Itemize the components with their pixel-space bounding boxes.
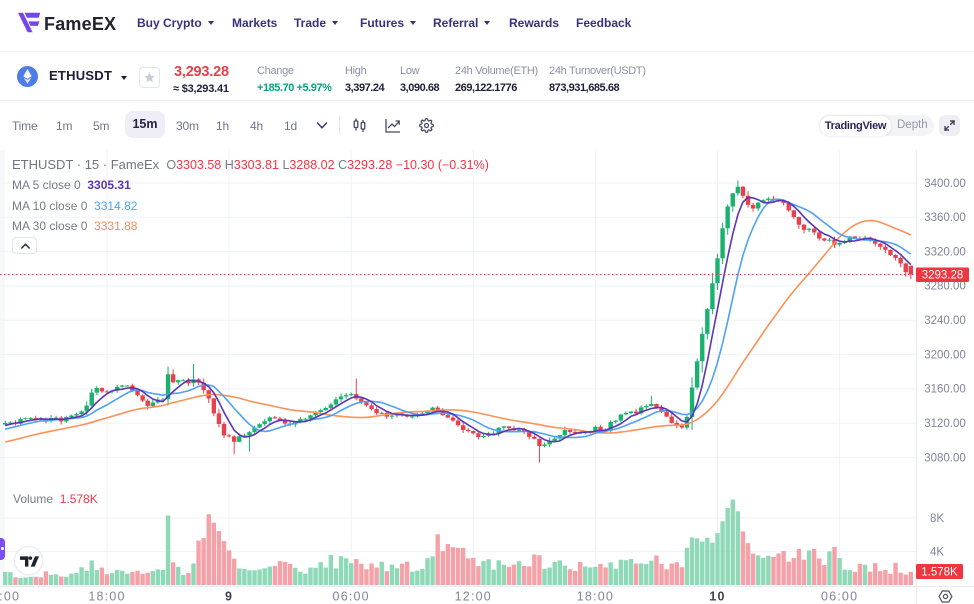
svg-text:3080.00: 3080.00 [924,452,966,464]
svg-text:9: 9 [225,590,233,604]
svg-text:18:00: 18:00 [88,590,125,604]
svg-text:1.578K: 1.578K [921,567,958,579]
svg-text:10: 10 [709,590,725,604]
svg-text:3400.00: 3400.00 [924,178,966,190]
svg-text:4K: 4K [930,546,944,558]
svg-text:3360.00: 3360.00 [924,212,966,224]
svg-text:8K: 8K [930,513,944,525]
svg-text:3200.00: 3200.00 [924,349,966,361]
svg-text:12:00: 12:00 [0,590,20,604]
svg-text:06:00: 06:00 [821,590,858,604]
svg-text:3320.00: 3320.00 [924,246,966,258]
svg-text:18:00: 18:00 [577,590,614,604]
svg-text:06:00: 06:00 [333,590,370,604]
svg-text:3120.00: 3120.00 [924,418,966,430]
svg-text:3280.00: 3280.00 [924,281,966,293]
svg-text:3293.28: 3293.28 [922,270,964,282]
svg-text:3160.00: 3160.00 [924,384,966,396]
svg-text:12:00: 12:00 [455,590,492,604]
svg-text:3240.00: 3240.00 [924,315,966,327]
